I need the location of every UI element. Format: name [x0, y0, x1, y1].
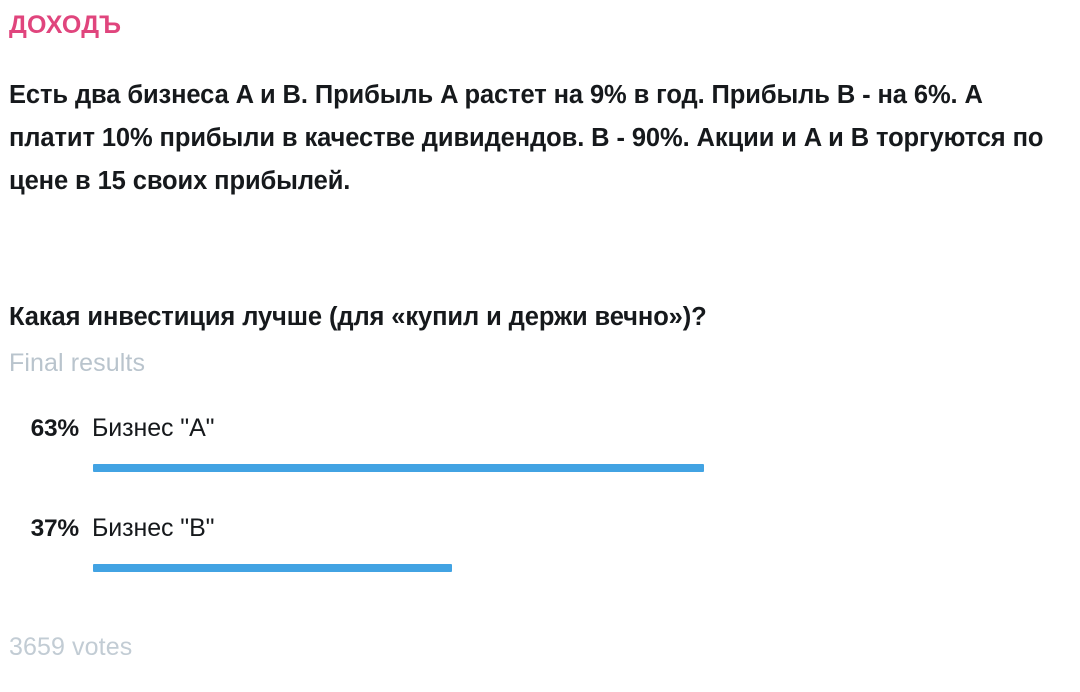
poll-option-a-bar [93, 464, 705, 472]
poll-option-b-percent: 37% [30, 515, 80, 542]
poll-status-label: Final results [9, 349, 146, 377]
channel-title: ДОХОДЪ [9, 11, 122, 39]
poll-option-a[interactable]: 63% Бизнес "A" [9, 414, 1069, 514]
poll-option-b[interactable]: 37% Бизнес "B" [9, 514, 1069, 614]
post-body-text: Есть два бизнеса A и B. Прибыль A растет… [9, 81, 1044, 195]
poll-option-a-label: Бизнес "A" [92, 414, 215, 442]
poll-option-a-track [93, 464, 1063, 472]
poll-question: Какая инвестиция лучше (для «купил и дер… [9, 303, 707, 331]
poll-option-b-label: Бизнес "B" [92, 514, 215, 542]
poll-options-list: 63% Бизнес "A" 37% Бизнес "B" [9, 414, 1069, 614]
poll: Какая инвестиция лучше (для «купил и дер… [9, 300, 1069, 614]
poll-vote-count: 3659 votes [9, 633, 133, 661]
poll-option-b-track [93, 564, 1063, 572]
poll-option-a-percent: 63% [30, 415, 80, 442]
poll-option-b-bar [93, 564, 452, 572]
poll-option-a-head: 63% Бизнес "A" [9, 414, 1069, 454]
poll-option-b-head: 37% Бизнес "B" [9, 514, 1069, 554]
